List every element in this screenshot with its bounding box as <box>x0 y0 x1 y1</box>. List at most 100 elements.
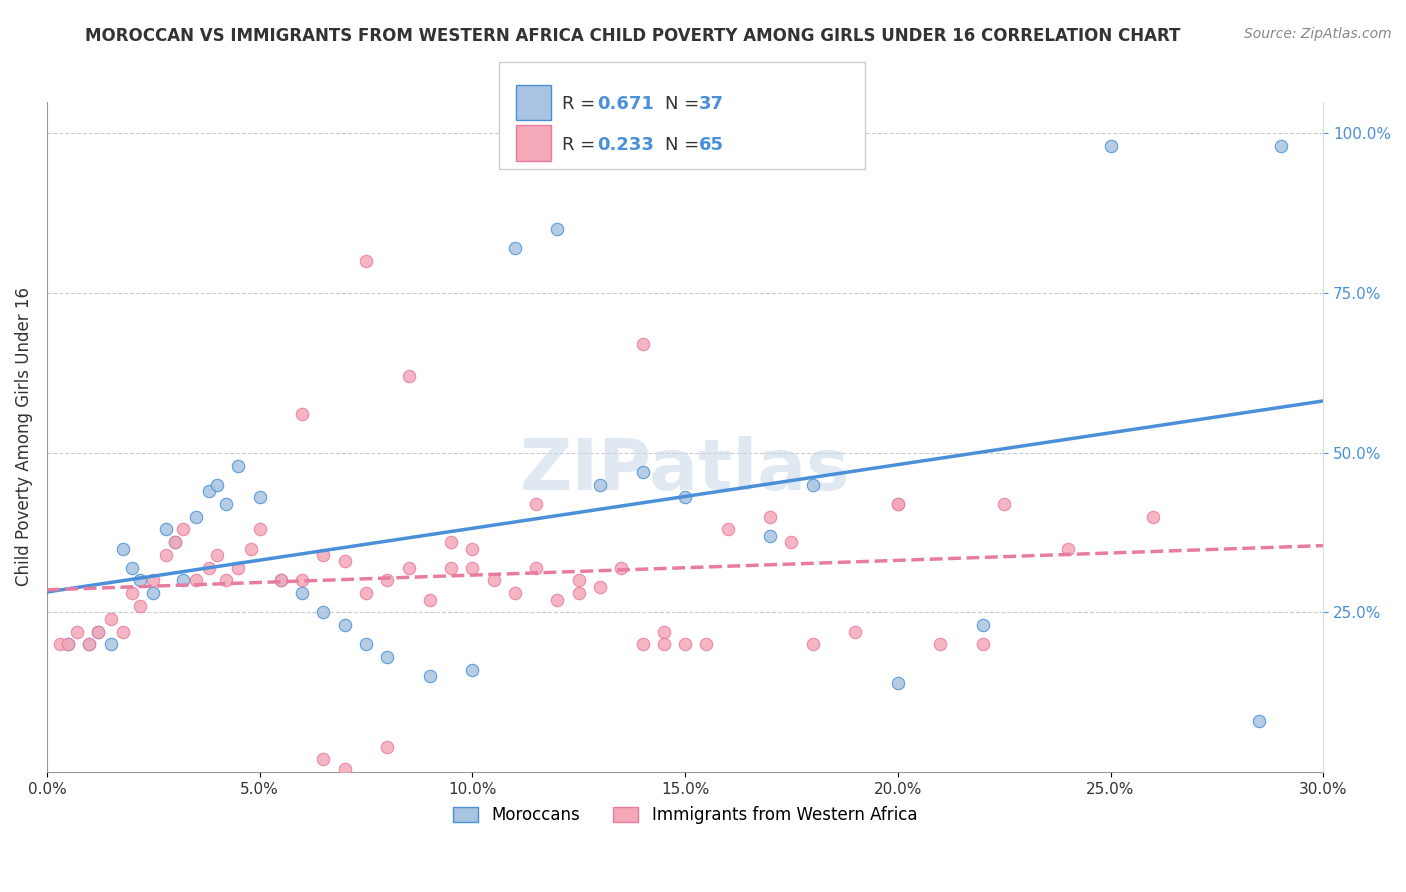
Point <box>398 560 420 574</box>
Point <box>673 637 696 651</box>
Point <box>461 541 484 556</box>
Point <box>155 522 177 536</box>
Point <box>631 465 654 479</box>
Point <box>66 624 89 639</box>
Text: R =: R = <box>562 95 602 113</box>
Point <box>695 637 717 651</box>
Point <box>312 606 335 620</box>
Point <box>568 574 591 588</box>
Point <box>205 477 228 491</box>
Point <box>631 337 654 351</box>
Point <box>801 477 824 491</box>
Point <box>589 580 612 594</box>
Point <box>163 535 186 549</box>
Point <box>759 529 782 543</box>
Point <box>972 618 994 632</box>
Point <box>184 509 207 524</box>
Point <box>142 586 165 600</box>
Point <box>1270 139 1292 153</box>
Text: 37: 37 <box>699 95 724 113</box>
Point <box>759 509 782 524</box>
Point <box>610 560 633 574</box>
Point <box>333 618 356 632</box>
Point <box>652 637 675 651</box>
Point <box>291 408 314 422</box>
Point <box>503 241 526 255</box>
Point <box>100 637 122 651</box>
Point <box>312 548 335 562</box>
Point <box>172 574 194 588</box>
Point <box>249 491 271 505</box>
Point <box>440 560 463 574</box>
Point <box>419 592 441 607</box>
Text: ZIPatlas: ZIPatlas <box>520 436 851 505</box>
Point <box>197 484 219 499</box>
Point <box>87 624 110 639</box>
Point <box>801 637 824 651</box>
Point <box>717 522 740 536</box>
Point <box>993 497 1015 511</box>
Point <box>354 254 377 268</box>
Point <box>524 497 547 511</box>
Point <box>291 574 314 588</box>
Text: MOROCCAN VS IMMIGRANTS FROM WESTERN AFRICA CHILD POVERTY AMONG GIRLS UNDER 16 CO: MOROCCAN VS IMMIGRANTS FROM WESTERN AFRI… <box>84 27 1181 45</box>
Point <box>887 497 910 511</box>
Point <box>56 637 79 651</box>
Point <box>375 650 398 665</box>
Point <box>482 574 505 588</box>
Text: 0.233: 0.233 <box>598 136 654 153</box>
Point <box>524 560 547 574</box>
Text: 0.671: 0.671 <box>598 95 654 113</box>
Point <box>1099 139 1122 153</box>
Point <box>270 574 292 588</box>
Point <box>419 669 441 683</box>
Point <box>79 637 101 651</box>
Point <box>1057 541 1080 556</box>
Point <box>398 369 420 384</box>
Text: N =: N = <box>665 95 704 113</box>
Point <box>56 637 79 651</box>
Point <box>184 574 207 588</box>
Point <box>270 574 292 588</box>
Point <box>887 497 910 511</box>
Point <box>228 458 250 473</box>
Point <box>228 560 250 574</box>
Point <box>155 548 177 562</box>
Point <box>440 535 463 549</box>
Point <box>205 548 228 562</box>
Point <box>652 624 675 639</box>
Point <box>121 560 143 574</box>
Point <box>333 554 356 568</box>
Point <box>240 541 263 556</box>
Point <box>546 592 568 607</box>
Point <box>375 739 398 754</box>
Point <box>112 624 135 639</box>
Point <box>375 574 398 588</box>
Legend: Moroccans, Immigrants from Western Africa: Moroccans, Immigrants from Western Afric… <box>446 799 924 830</box>
Point <box>503 586 526 600</box>
Text: N =: N = <box>665 136 704 153</box>
Point <box>214 497 236 511</box>
Point <box>172 522 194 536</box>
Point <box>461 560 484 574</box>
Point <box>249 522 271 536</box>
Point <box>48 637 70 651</box>
Point <box>844 624 866 639</box>
Point <box>129 599 152 613</box>
Y-axis label: Child Poverty Among Girls Under 16: Child Poverty Among Girls Under 16 <box>15 287 32 586</box>
Text: 65: 65 <box>699 136 724 153</box>
Point <box>163 535 186 549</box>
Point <box>1249 714 1271 728</box>
Text: R =: R = <box>562 136 602 153</box>
Point <box>929 637 952 651</box>
Point <box>333 762 356 776</box>
Point <box>291 586 314 600</box>
Point <box>780 535 803 549</box>
Point <box>1142 509 1164 524</box>
Text: Source: ZipAtlas.com: Source: ZipAtlas.com <box>1244 27 1392 41</box>
Point <box>546 222 568 236</box>
Point <box>214 574 236 588</box>
Point <box>673 491 696 505</box>
Point <box>461 663 484 677</box>
Point <box>129 574 152 588</box>
